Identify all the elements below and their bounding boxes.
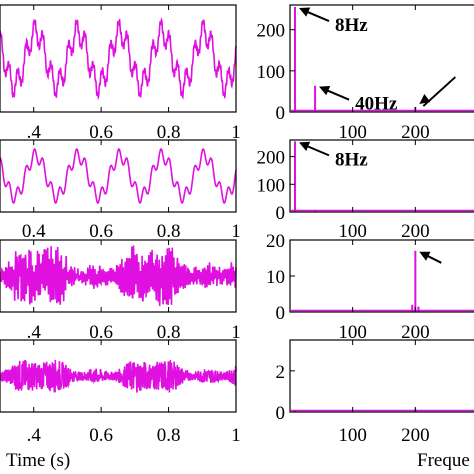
time-panel-3: .4 0.6 0.8 1 — [0, 240, 241, 343]
x-tick-label: 1 — [231, 122, 241, 143]
time-series-line-2 — [0, 148, 237, 204]
x-tick-label: 0.8 — [157, 221, 181, 242]
x-tick-label: 0.6 — [89, 122, 113, 143]
freq-panel-2: 0 100 200 100 200 8Hz — [257, 140, 474, 242]
annotation-arrow-head — [319, 86, 331, 96]
annotation-label: 8Hz — [335, 15, 368, 36]
y-tick-label: 100 — [257, 62, 286, 83]
x-tick-label: .4 — [27, 322, 42, 343]
y-tick-label: 10 — [266, 267, 285, 288]
x-tick-label: 0.6 — [89, 425, 113, 446]
freq-panel-4: 0 2 100 200 Freque — [276, 340, 474, 471]
time-series-line-1 — [0, 17, 237, 101]
time-panel-4-frame — [0, 339, 237, 413]
y-tick-label: 0 — [276, 403, 286, 424]
x-tick-label: 200 — [401, 425, 430, 446]
y-tick-label: 20 — [266, 231, 285, 252]
freq-panel-3-frame — [289, 239, 474, 313]
time-panel-2: 0.4 0.6 0.8 1 — [0, 140, 241, 242]
x-tick-label: 1 — [231, 425, 241, 446]
annotation-label: 8Hz — [335, 149, 368, 170]
x-tick-label: 1 — [231, 322, 241, 343]
x-tick-label: 200 — [401, 322, 430, 343]
x-tick-label: 100 — [338, 322, 367, 343]
x-tick-label: 100 — [338, 425, 367, 446]
x-tick-label: 0.4 — [22, 221, 46, 242]
x-tick-label: 200 — [401, 122, 430, 143]
time-panel-1-frame — [0, 4, 237, 113]
y-tick-label: 100 — [257, 175, 286, 196]
x-tick-label: 100 — [338, 122, 367, 143]
freq-panel-3: 0 10 20 100 200 — [266, 231, 474, 343]
time-series-line-3 — [0, 245, 237, 306]
freq-panel-1-frame — [289, 4, 474, 113]
x-tick-label: 0.6 — [89, 221, 113, 242]
x-tick-label: .4 — [27, 122, 42, 143]
annotation-label: 40Hz — [355, 94, 398, 115]
time-panel-1: .4 0.6 0.8 1 — [0, 5, 241, 143]
annotation-arrow-head — [419, 251, 431, 261]
y-tick-label: 200 — [257, 21, 286, 42]
freq-panel-2-frame — [289, 139, 474, 213]
x-axis-title: Freque — [417, 450, 470, 471]
annotation-arrow-head — [299, 7, 311, 17]
y-tick-label: 2 — [276, 362, 286, 383]
time-panel-3-frame — [0, 239, 237, 313]
y-tick-label: 0 — [276, 203, 286, 224]
annotation-arrow-head — [419, 94, 431, 105]
time-panel-2-frame — [0, 139, 237, 213]
time-series-line-4 — [0, 359, 237, 393]
x-axis-title: Time (s) — [6, 450, 70, 471]
x-tick-label: 200 — [401, 221, 430, 242]
y-tick-label: 0 — [276, 103, 286, 124]
y-tick-label: 0 — [276, 303, 286, 324]
freq-panel-4-frame — [289, 339, 474, 413]
annotation-arrow-head — [299, 141, 311, 151]
x-tick-label: 100 — [338, 221, 367, 242]
y-tick-label: 200 — [257, 148, 286, 169]
x-tick-label: 0.8 — [157, 322, 181, 343]
x-tick-label: 0.8 — [157, 425, 181, 446]
x-tick-label: 0.6 — [89, 322, 113, 343]
x-tick-label: 1 — [231, 221, 241, 242]
x-tick-label: 0.8 — [157, 122, 181, 143]
x-tick-label: .4 — [27, 425, 42, 446]
time-panel-4: .4 0.6 0.8 1 Time (s) — [0, 340, 241, 471]
freq-panel-1: 0 100 200 100 200 8Hz 40Hz — [257, 5, 474, 143]
